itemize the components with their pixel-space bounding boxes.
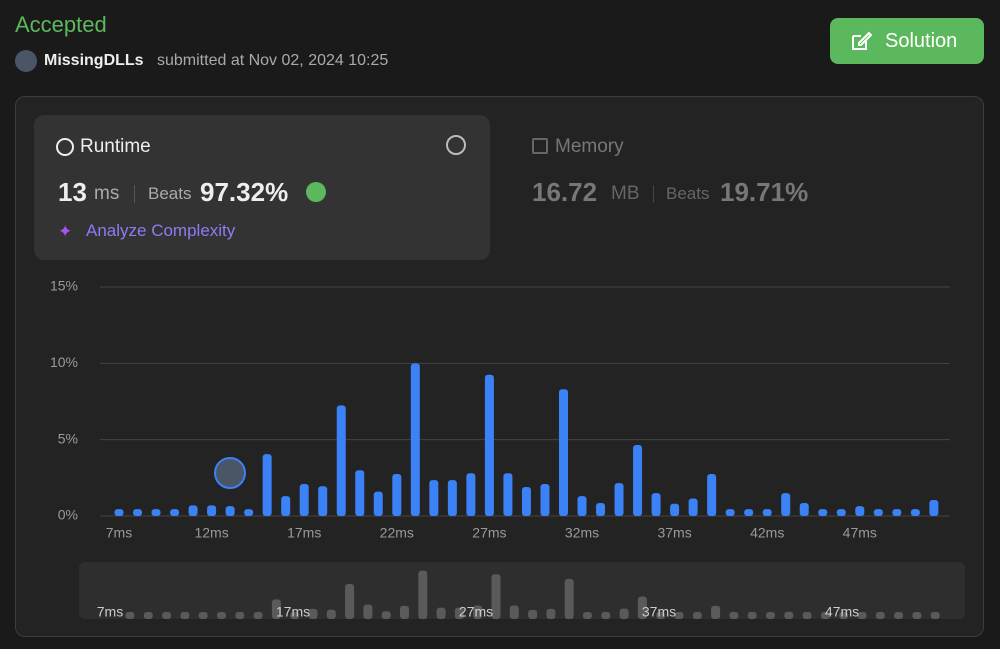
runtime-label: Runtime xyxy=(80,136,151,157)
chip-icon xyxy=(532,138,548,154)
username[interactable]: MissingDLLs xyxy=(44,52,144,69)
analyze-link[interactable]: Analyze Complexity xyxy=(86,221,236,240)
memory-beats: 19.71% xyxy=(720,177,809,207)
beats-label: Beats xyxy=(666,184,710,203)
button-label: Solution xyxy=(885,30,958,52)
avatar xyxy=(15,50,37,72)
beats-label: Beats xyxy=(148,184,192,203)
runtime-unit: ms xyxy=(94,183,120,204)
submitted-at: submitted at Nov 02, 2024 10:25 xyxy=(157,52,389,69)
status: Accepted xyxy=(15,12,107,37)
info-icon[interactable] xyxy=(446,135,466,155)
divider xyxy=(653,185,654,203)
solution-button[interactable]: Solution xyxy=(830,18,984,64)
runtime-panel[interactable]: Runtime 13 ms Beats 97.32% ✦ Analyze Com… xyxy=(34,115,490,260)
edit-icon xyxy=(852,31,872,50)
runtime-beats: 97.32% xyxy=(200,177,289,207)
memory-value: 16.72 xyxy=(532,177,598,207)
clap-icon xyxy=(306,182,326,202)
sparkle-icon: ✦ xyxy=(58,222,73,241)
memory-unit: MB xyxy=(611,183,640,204)
divider xyxy=(134,185,135,203)
memory-label[interactable]: Memory xyxy=(555,136,624,157)
runtime-value: 13 xyxy=(58,177,87,207)
clock-icon xyxy=(56,138,74,156)
